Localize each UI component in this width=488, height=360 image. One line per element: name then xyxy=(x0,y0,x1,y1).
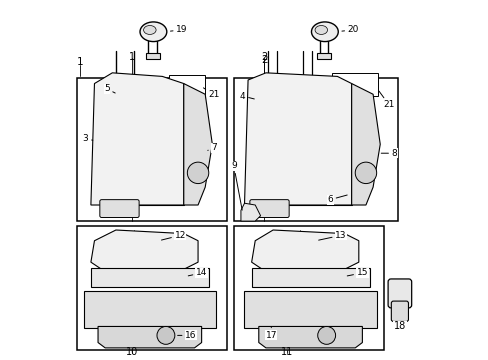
Text: 2: 2 xyxy=(261,52,267,62)
Text: 18: 18 xyxy=(393,321,405,332)
Bar xyxy=(198,305,203,325)
Bar xyxy=(283,305,288,325)
Text: 17: 17 xyxy=(265,327,277,340)
Bar xyxy=(294,305,299,325)
Text: 20: 20 xyxy=(341,26,358,35)
Text: 12: 12 xyxy=(161,231,185,240)
Bar xyxy=(369,305,374,325)
Bar xyxy=(337,305,342,325)
Text: 8: 8 xyxy=(381,149,397,158)
Bar xyxy=(134,305,139,325)
Polygon shape xyxy=(91,230,198,269)
Bar xyxy=(251,305,257,325)
Polygon shape xyxy=(98,327,201,348)
Text: 2: 2 xyxy=(260,55,267,65)
Bar xyxy=(169,75,205,98)
Circle shape xyxy=(187,162,208,184)
Bar xyxy=(112,305,118,325)
Bar xyxy=(123,305,128,325)
Text: 14: 14 xyxy=(188,268,207,277)
Polygon shape xyxy=(83,291,216,328)
Bar xyxy=(155,305,160,325)
Bar xyxy=(91,305,96,325)
Circle shape xyxy=(317,327,335,344)
Text: 21: 21 xyxy=(378,91,394,109)
Text: 21: 21 xyxy=(203,88,220,99)
Bar xyxy=(165,305,171,325)
Bar xyxy=(144,305,149,325)
Bar xyxy=(315,305,321,325)
Bar xyxy=(176,305,182,325)
Polygon shape xyxy=(244,73,351,205)
Text: 1: 1 xyxy=(77,57,83,67)
Bar xyxy=(347,305,353,325)
Polygon shape xyxy=(251,230,358,269)
Bar xyxy=(145,53,160,59)
Text: 1: 1 xyxy=(129,52,135,62)
FancyBboxPatch shape xyxy=(390,301,407,321)
Text: 6: 6 xyxy=(326,195,346,204)
Polygon shape xyxy=(91,267,208,287)
FancyBboxPatch shape xyxy=(249,200,288,217)
Bar xyxy=(316,53,331,59)
Bar xyxy=(326,305,331,325)
Polygon shape xyxy=(251,267,369,287)
Text: 3: 3 xyxy=(82,134,93,143)
Bar xyxy=(233,78,397,221)
Bar xyxy=(187,305,192,325)
Bar xyxy=(358,305,364,325)
Polygon shape xyxy=(258,327,362,348)
Bar xyxy=(77,78,226,221)
Text: 5: 5 xyxy=(104,84,115,93)
Text: 15: 15 xyxy=(346,268,367,277)
Ellipse shape xyxy=(311,22,338,41)
Polygon shape xyxy=(241,203,260,221)
Text: 4: 4 xyxy=(240,91,254,100)
FancyBboxPatch shape xyxy=(100,200,139,217)
Text: 16: 16 xyxy=(177,331,196,340)
Polygon shape xyxy=(244,291,376,328)
Bar xyxy=(102,305,107,325)
Polygon shape xyxy=(183,84,212,205)
Polygon shape xyxy=(91,73,183,205)
FancyBboxPatch shape xyxy=(387,279,411,308)
Bar xyxy=(305,305,310,325)
Bar xyxy=(262,305,267,325)
Circle shape xyxy=(157,327,175,344)
Text: 11: 11 xyxy=(281,347,293,357)
Text: 7: 7 xyxy=(207,143,217,152)
Text: 10: 10 xyxy=(125,347,138,357)
Bar xyxy=(331,73,378,96)
Bar xyxy=(208,305,214,325)
Ellipse shape xyxy=(140,22,166,41)
Bar xyxy=(272,305,278,325)
Ellipse shape xyxy=(143,26,156,35)
Polygon shape xyxy=(351,84,380,205)
Bar xyxy=(77,226,226,350)
Text: 13: 13 xyxy=(318,231,346,240)
Text: 19: 19 xyxy=(170,26,187,35)
Text: 9: 9 xyxy=(230,161,242,210)
Circle shape xyxy=(354,162,376,184)
Ellipse shape xyxy=(314,26,327,35)
Bar xyxy=(233,226,383,350)
